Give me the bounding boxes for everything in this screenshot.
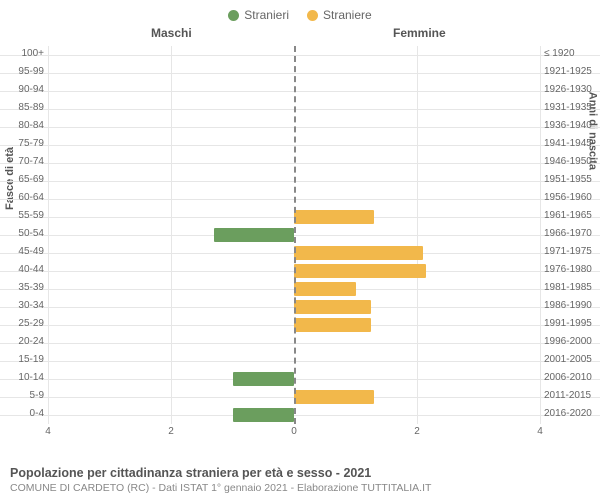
birth-year-label: 1931-1935 (544, 102, 598, 113)
birth-year-label: 2011-2015 (544, 390, 598, 401)
row-gridline (0, 379, 600, 380)
pyramid-chart: 100+≤ 192095-991921-192590-941926-193085… (48, 46, 540, 424)
row-gridline (0, 145, 600, 146)
legend-label-male: Stranieri (244, 8, 289, 22)
bar-male (233, 408, 295, 422)
row-gridline (0, 343, 600, 344)
x-tick: 2 (168, 426, 174, 437)
age-label: 15-19 (4, 354, 44, 365)
birth-year-label: 1976-1980 (544, 264, 598, 275)
row-gridline (0, 163, 600, 164)
x-axis: 0 2 2 4 4 (48, 424, 540, 440)
bar-female (294, 264, 426, 278)
age-label: 95-99 (4, 66, 44, 77)
age-label: 5-9 (4, 390, 44, 401)
bar-female (294, 210, 374, 224)
birth-year-label: 1961-1965 (544, 210, 598, 221)
row-gridline (0, 199, 600, 200)
age-label: 30-34 (4, 300, 44, 311)
birth-year-label: 1986-1990 (544, 300, 598, 311)
birth-year-label: 1951-1955 (544, 174, 598, 185)
row-gridline (0, 235, 600, 236)
bar-female (294, 300, 371, 314)
row-gridline (0, 181, 600, 182)
birth-year-label: 2016-2020 (544, 408, 598, 419)
birth-year-label: 2006-2010 (544, 372, 598, 383)
age-label: 80-84 (4, 120, 44, 131)
column-headers: Maschi Femmine (0, 26, 600, 44)
age-label: 55-59 (4, 210, 44, 221)
birth-year-label: 1966-1970 (544, 228, 598, 239)
row-gridline (0, 127, 600, 128)
birth-year-label: 1971-1975 (544, 246, 598, 257)
age-label: 10-14 (4, 372, 44, 383)
age-label: 45-49 (4, 246, 44, 257)
legend-item-male: Stranieri (228, 8, 289, 22)
row-gridline (0, 55, 600, 56)
birth-year-label: 1941-1945 (544, 138, 598, 149)
header-male: Maschi (151, 26, 192, 40)
bar-male (214, 228, 294, 242)
birth-year-label: 1936-1940 (544, 120, 598, 131)
age-label: 85-89 (4, 102, 44, 113)
bar-female (294, 390, 374, 404)
age-label: 35-39 (4, 282, 44, 293)
bar-female (294, 318, 371, 332)
age-label: 75-79 (4, 138, 44, 149)
age-label: 65-69 (4, 174, 44, 185)
birth-year-label: 1926-1930 (544, 84, 598, 95)
age-label: 90-94 (4, 84, 44, 95)
chart-title: Popolazione per cittadinanza straniera p… (10, 466, 590, 480)
age-label: 100+ (4, 48, 44, 59)
age-label: 25-29 (4, 318, 44, 329)
birth-year-label: 1946-1950 (544, 156, 598, 167)
chart-subtitle: COMUNE DI CARDETO (RC) - Dati ISTAT 1° g… (10, 482, 590, 494)
legend-item-female: Straniere (307, 8, 372, 22)
age-label: 0-4 (4, 408, 44, 419)
x-tick: 4 (45, 426, 51, 437)
age-label: 70-74 (4, 156, 44, 167)
bar-female (294, 282, 356, 296)
age-label: 60-64 (4, 192, 44, 203)
legend-swatch-female (307, 10, 318, 21)
birth-year-label: 1996-2000 (544, 336, 598, 347)
row-gridline (0, 109, 600, 110)
birth-year-label: 1921-1925 (544, 66, 598, 77)
row-gridline (0, 73, 600, 74)
row-gridline (0, 415, 600, 416)
birth-year-label: 1981-1985 (544, 282, 598, 293)
bar-male (233, 372, 295, 386)
age-label: 20-24 (4, 336, 44, 347)
birth-year-label: 1956-1960 (544, 192, 598, 203)
chart-footer: Popolazione per cittadinanza straniera p… (10, 466, 590, 494)
legend: Stranieri Straniere (0, 0, 600, 26)
row-gridline (0, 361, 600, 362)
x-tick: 2 (414, 426, 420, 437)
legend-swatch-male (228, 10, 239, 21)
x-tick: 0 (291, 426, 297, 437)
legend-label-female: Straniere (323, 8, 372, 22)
age-label: 50-54 (4, 228, 44, 239)
birth-year-label: 2001-2005 (544, 354, 598, 365)
age-label: 40-44 (4, 264, 44, 275)
center-axis-line (294, 46, 296, 424)
birth-year-label: ≤ 1920 (544, 48, 598, 59)
birth-year-label: 1991-1995 (544, 318, 598, 329)
bar-female (294, 246, 423, 260)
header-female: Femmine (393, 26, 446, 40)
row-gridline (0, 91, 600, 92)
x-tick: 4 (537, 426, 543, 437)
